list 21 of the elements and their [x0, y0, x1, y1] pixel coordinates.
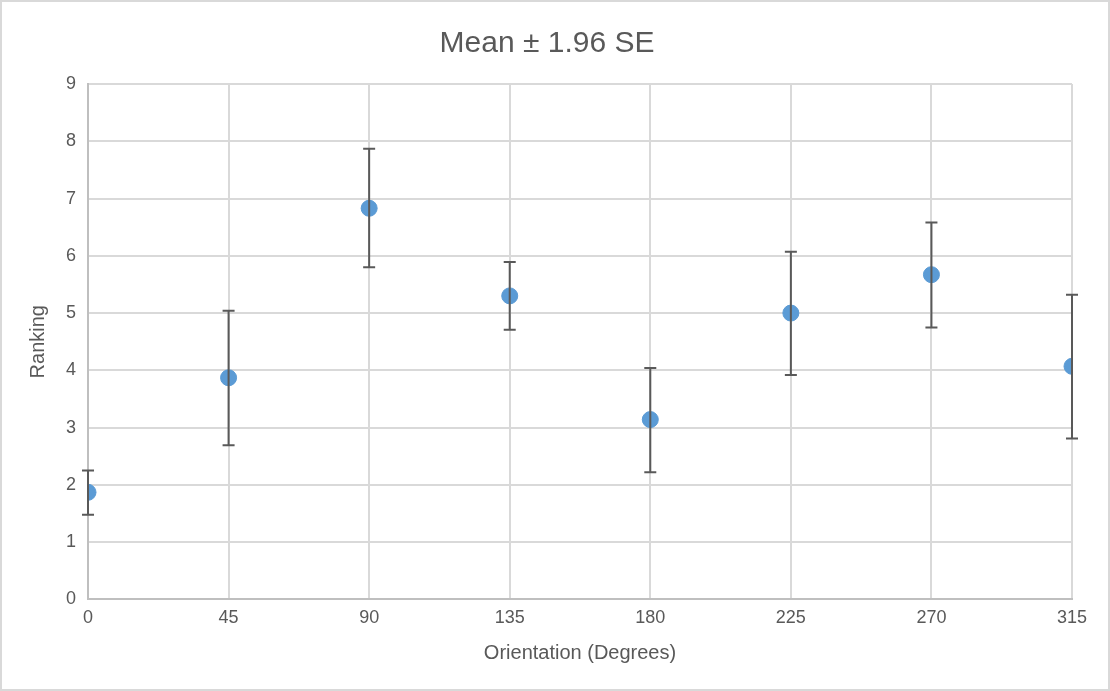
y-tick-label: 3: [66, 416, 77, 437]
x-tick-label: 315: [1056, 607, 1088, 628]
x-axis-title: Orientation (Degrees): [483, 640, 677, 663]
x-tick-label: 225: [775, 607, 806, 628]
chart-title: Mean ± 1.96 SE: [439, 25, 655, 59]
x-tick-label: 180: [635, 607, 666, 628]
x-tick-label: 135: [494, 607, 525, 628]
x-tick-label: 45: [218, 607, 239, 628]
y-tick-label: 4: [66, 359, 77, 380]
y-tick-label: 2: [66, 473, 77, 494]
y-tick-label: 7: [66, 187, 77, 208]
y-tick-label: 5: [66, 302, 77, 323]
y-axis-title: Ranking: [25, 305, 48, 379]
x-tick-label: 0: [83, 607, 94, 628]
x-tick-label: 270: [916, 607, 947, 628]
y-tick-label: 8: [66, 130, 77, 151]
y-tick-label: 6: [66, 244, 77, 265]
y-tick-label: 9: [66, 72, 77, 93]
y-tick-label: 1: [66, 531, 77, 552]
x-tick-label: 90: [359, 607, 380, 628]
y-tick-label: 0: [66, 588, 77, 609]
